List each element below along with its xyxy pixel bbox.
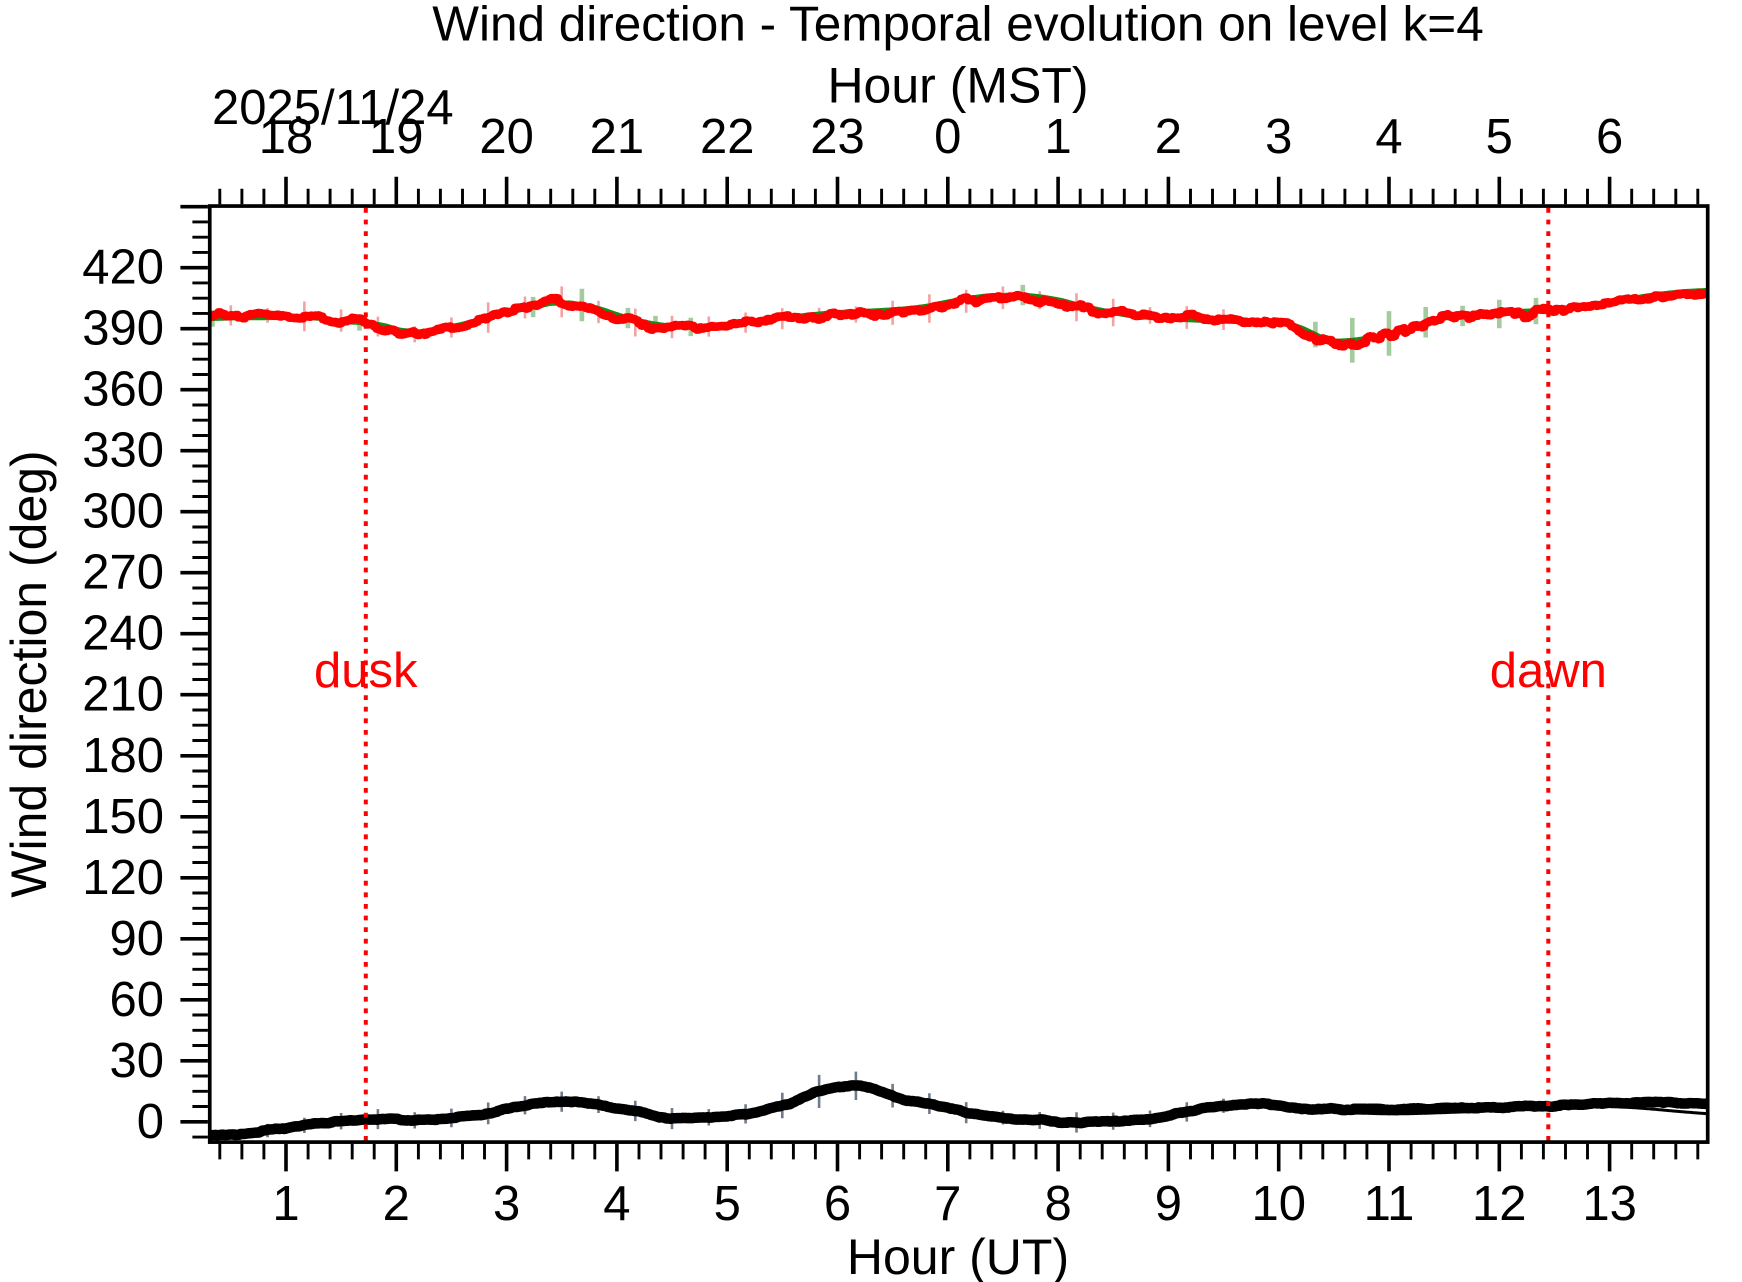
svg-text:1: 1: [272, 1177, 299, 1231]
svg-text:9: 9: [1155, 1177, 1182, 1231]
svg-text:390: 390: [82, 302, 164, 356]
svg-text:2025/11/24: 2025/11/24: [212, 81, 454, 135]
svg-text:0: 0: [137, 1095, 164, 1149]
svg-text:19: 19: [369, 110, 424, 164]
svg-text:3: 3: [493, 1177, 520, 1231]
svg-text:180: 180: [82, 729, 164, 783]
svg-text:240: 240: [82, 607, 164, 661]
svg-text:11: 11: [1364, 1177, 1415, 1231]
svg-text:Wind direction (deg): Wind direction (deg): [1, 450, 57, 897]
svg-text:270: 270: [82, 546, 164, 600]
svg-text:dusk: dusk: [314, 644, 418, 698]
svg-text:210: 210: [82, 668, 164, 722]
svg-text:120: 120: [82, 851, 164, 905]
svg-text:330: 330: [82, 424, 164, 478]
svg-text:22: 22: [700, 110, 755, 164]
svg-text:2: 2: [383, 1177, 410, 1231]
svg-text:420: 420: [82, 241, 164, 295]
svg-text:12: 12: [1472, 1177, 1527, 1231]
svg-text:6: 6: [1596, 110, 1623, 164]
svg-text:Wind direction - Temporal evol: Wind direction - Temporal evolution on l…: [432, 0, 1484, 52]
svg-text:13: 13: [1582, 1177, 1637, 1231]
svg-text:4: 4: [603, 1177, 630, 1231]
svg-text:6: 6: [824, 1177, 851, 1231]
svg-text:300: 300: [82, 485, 164, 539]
svg-text:1: 1: [1044, 110, 1071, 164]
svg-text:2: 2: [1155, 110, 1182, 164]
svg-text:5: 5: [714, 1177, 741, 1231]
svg-text:5: 5: [1486, 110, 1513, 164]
svg-text:20: 20: [479, 110, 534, 164]
svg-text:23: 23: [810, 110, 865, 164]
svg-text:10: 10: [1251, 1177, 1306, 1231]
svg-text:60: 60: [109, 973, 164, 1027]
svg-text:360: 360: [82, 363, 164, 417]
svg-text:150: 150: [82, 790, 164, 844]
svg-text:21: 21: [590, 110, 645, 164]
svg-text:3: 3: [1265, 110, 1292, 164]
svg-text:8: 8: [1044, 1177, 1071, 1231]
svg-text:7: 7: [934, 1177, 961, 1231]
svg-text:Hour (UT): Hour (UT): [847, 1229, 1069, 1282]
svg-text:30: 30: [109, 1034, 164, 1088]
svg-text:4: 4: [1375, 110, 1402, 164]
svg-text:dawn: dawn: [1490, 644, 1607, 698]
svg-text:90: 90: [109, 912, 164, 966]
svg-text:Hour (MST): Hour (MST): [827, 58, 1088, 114]
svg-text:0: 0: [934, 110, 961, 164]
svg-text:18: 18: [259, 110, 314, 164]
